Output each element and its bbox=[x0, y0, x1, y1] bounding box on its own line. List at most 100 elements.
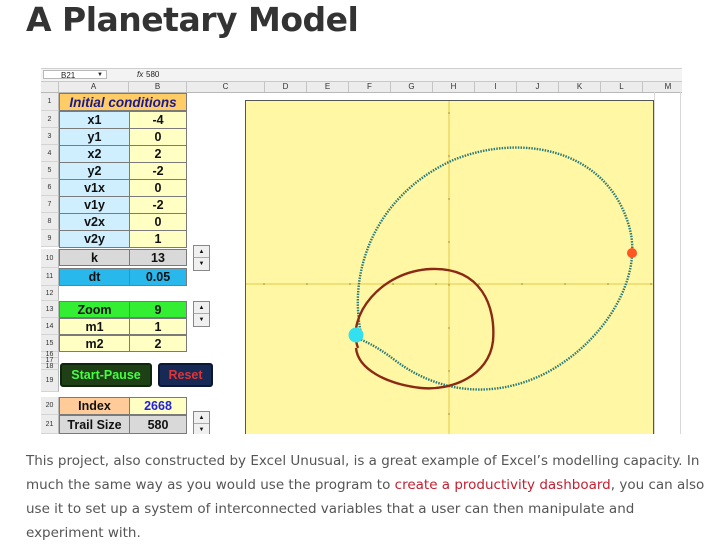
row-header[interactable]: 21 bbox=[41, 415, 59, 434]
row-header[interactable]: 13 bbox=[41, 301, 59, 318]
column-header[interactable]: J bbox=[517, 82, 559, 92]
article-paragraph: This project, also constructed by Excel … bbox=[26, 449, 716, 545]
planet-1 bbox=[348, 327, 364, 343]
dt-value[interactable]: 0.05 bbox=[129, 268, 187, 286]
initial-conditions-title[interactable]: Initial conditions bbox=[59, 93, 187, 111]
condition-value[interactable]: -4 bbox=[129, 111, 187, 129]
row-header[interactable]: 2 bbox=[41, 111, 59, 128]
spin-down-icon[interactable]: ▼ bbox=[198, 261, 205, 267]
condition-value[interactable]: 2 bbox=[129, 145, 187, 163]
row-header[interactable]: 6 bbox=[41, 179, 59, 196]
condition-label[interactable]: y1 bbox=[59, 128, 130, 146]
planet-2 bbox=[627, 248, 637, 258]
y-tick bbox=[448, 327, 450, 329]
condition-value[interactable]: -2 bbox=[129, 162, 187, 180]
column-header[interactable]: L bbox=[601, 82, 643, 92]
page-title: A Planetary Model bbox=[26, 0, 359, 39]
row-header[interactable]: 20 bbox=[41, 397, 59, 415]
productivity-dashboard-link[interactable]: create a productivity dashboard bbox=[394, 477, 611, 493]
spin-down-icon[interactable]: ▼ bbox=[198, 427, 205, 433]
condition-label[interactable]: v2x bbox=[59, 213, 130, 231]
column-header[interactable]: M bbox=[643, 82, 682, 92]
start-pause-button[interactable]: Start-Pause bbox=[60, 363, 152, 387]
spin-up-icon[interactable]: ▲ bbox=[194, 246, 209, 258]
column-header[interactable]: G bbox=[391, 82, 433, 92]
row-header[interactable]: 17 bbox=[41, 357, 59, 364]
column-header[interactable]: E bbox=[307, 82, 349, 92]
orbit-trail-2 bbox=[354, 267, 495, 390]
trail-size-label[interactable]: Trail Size bbox=[59, 415, 130, 434]
name-box[interactable]: B21 ▼ bbox=[43, 70, 107, 80]
x-tick bbox=[392, 283, 394, 285]
grid-line bbox=[654, 92, 655, 434]
k-spinner[interactable]: ▲ ▼ bbox=[193, 245, 210, 271]
index-value[interactable]: 2668 bbox=[129, 397, 187, 415]
row-header[interactable]: 10 bbox=[41, 249, 59, 268]
zoom-value[interactable]: 9 bbox=[129, 301, 187, 318]
m1-value[interactable]: 1 bbox=[129, 318, 187, 335]
m2-label[interactable]: m2 bbox=[59, 335, 130, 352]
row-header[interactable]: 15 bbox=[41, 335, 59, 352]
spin-up-icon[interactable]: ▲ bbox=[194, 412, 209, 424]
index-label[interactable]: Index bbox=[59, 397, 130, 415]
m1-label[interactable]: m1 bbox=[59, 318, 130, 335]
dropdown-arrow-icon[interactable]: ▼ bbox=[97, 72, 103, 78]
column-header[interactable]: B bbox=[129, 82, 187, 92]
column-header[interactable]: F bbox=[349, 82, 391, 92]
condition-value[interactable]: 0 bbox=[129, 213, 187, 231]
condition-label[interactable]: x2 bbox=[59, 145, 130, 163]
row-header[interactable]: 18 bbox=[41, 363, 59, 370]
condition-value[interactable]: 0 bbox=[129, 179, 187, 197]
row-header[interactable]: 14 bbox=[41, 318, 59, 335]
condition-label[interactable]: v1y bbox=[59, 196, 130, 214]
condition-label[interactable]: v2y bbox=[59, 230, 130, 248]
cell-reference: B21 bbox=[61, 71, 76, 80]
row-header[interactable]: 12 bbox=[41, 286, 59, 301]
spin-down-icon[interactable]: ▼ bbox=[198, 317, 205, 323]
row-header[interactable]: 4 bbox=[41, 145, 59, 162]
k-label[interactable]: k bbox=[59, 249, 130, 266]
k-value[interactable]: 13 bbox=[129, 249, 187, 266]
row-header[interactable]: 8 bbox=[41, 213, 59, 230]
dt-label[interactable]: dt bbox=[59, 268, 130, 286]
select-all-corner[interactable] bbox=[41, 82, 59, 92]
m2-value[interactable]: 2 bbox=[129, 335, 187, 352]
row-header[interactable]: 9 bbox=[41, 230, 59, 247]
row-header[interactable]: 3 bbox=[41, 128, 59, 145]
y-tick bbox=[448, 284, 450, 286]
formula-bar: B21 ▼ fx 580 bbox=[41, 69, 682, 82]
trail-size-spinner[interactable]: ▲ ▼ bbox=[193, 411, 210, 434]
column-header[interactable]: I bbox=[475, 82, 517, 92]
row-header[interactable]: 16 bbox=[41, 351, 59, 358]
row-header[interactable]: 11 bbox=[41, 268, 59, 286]
row-header[interactable]: 5 bbox=[41, 162, 59, 179]
condition-label[interactable]: v1x bbox=[59, 179, 130, 197]
column-header[interactable]: A bbox=[59, 82, 129, 92]
trail-size-value[interactable]: 580 bbox=[129, 415, 187, 434]
condition-value[interactable]: 1 bbox=[129, 230, 187, 248]
zoom-label[interactable]: Zoom bbox=[59, 301, 130, 318]
column-header[interactable]: C bbox=[187, 82, 265, 92]
condition-value[interactable]: 0 bbox=[129, 128, 187, 146]
reset-button[interactable]: Reset bbox=[158, 363, 213, 387]
spin-up-icon[interactable]: ▲ bbox=[194, 302, 209, 314]
row-header[interactable]: 19 bbox=[41, 370, 59, 392]
formula-value[interactable]: 580 bbox=[146, 70, 160, 79]
x-tick bbox=[306, 283, 308, 285]
article-text-before-link: This project, also constructed by Excel … bbox=[26, 453, 700, 493]
column-header[interactable]: H bbox=[433, 82, 475, 92]
orbit-chart[interactable] bbox=[245, 100, 654, 434]
column-header[interactable]: D bbox=[265, 82, 307, 92]
x-tick bbox=[607, 283, 609, 285]
column-header[interactable]: K bbox=[559, 82, 601, 92]
orbit-trail-1 bbox=[356, 146, 634, 391]
x-tick bbox=[478, 283, 480, 285]
row-header[interactable]: 1 bbox=[41, 93, 59, 111]
condition-label[interactable]: x1 bbox=[59, 111, 130, 129]
row-header[interactable]: 7 bbox=[41, 196, 59, 213]
zoom-spinner[interactable]: ▲ ▼ bbox=[193, 301, 210, 327]
y-tick bbox=[448, 155, 450, 157]
condition-value[interactable]: -2 bbox=[129, 196, 187, 214]
condition-label[interactable]: y2 bbox=[59, 162, 130, 180]
y-tick bbox=[448, 413, 450, 415]
